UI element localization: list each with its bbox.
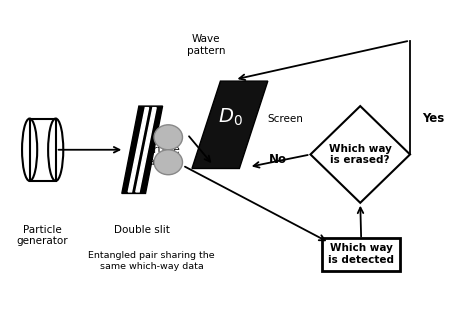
FancyBboxPatch shape <box>322 238 400 271</box>
Text: No: No <box>269 153 287 166</box>
Text: Screen: Screen <box>268 114 304 124</box>
Text: Particle
pattern: Particle pattern <box>141 145 180 167</box>
Polygon shape <box>128 108 148 192</box>
Text: Which way
is detected: Which way is detected <box>328 243 394 265</box>
Text: Wave
pattern: Wave pattern <box>187 34 226 56</box>
Text: $D_0$: $D_0$ <box>219 106 243 128</box>
Polygon shape <box>310 106 410 203</box>
Ellipse shape <box>154 125 182 150</box>
Text: Particle
generator: Particle generator <box>17 225 68 246</box>
Text: Double slit: Double slit <box>114 225 170 235</box>
Polygon shape <box>136 108 156 192</box>
Text: Yes: Yes <box>422 112 444 125</box>
Polygon shape <box>122 106 163 193</box>
Polygon shape <box>192 81 268 168</box>
Ellipse shape <box>154 150 182 175</box>
Bar <box>29 119 55 181</box>
Text: Which way
is erased?: Which way is erased? <box>329 144 392 165</box>
Text: Entangled pair sharing the
same which-way data: Entangled pair sharing the same which-wa… <box>88 251 215 271</box>
